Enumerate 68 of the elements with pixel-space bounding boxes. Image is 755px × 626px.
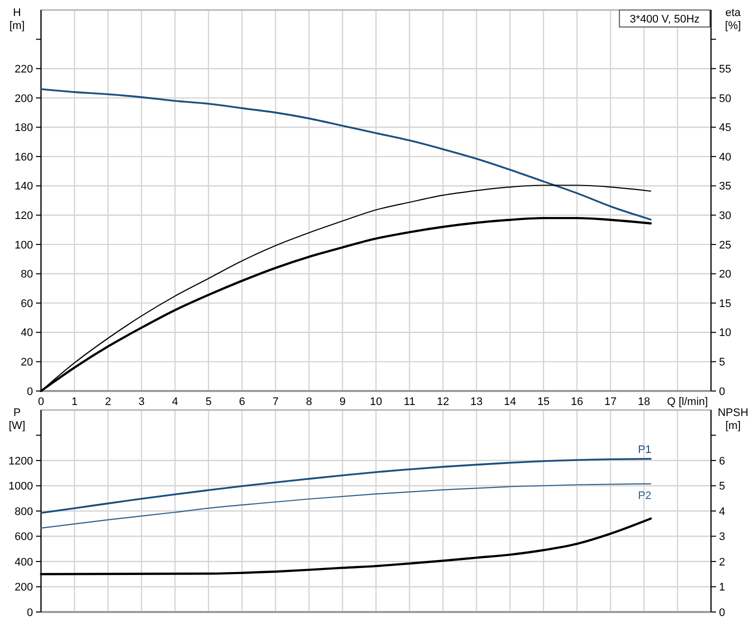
series-label: P2 — [638, 490, 652, 502]
y2-tick-label: 25 — [719, 239, 732, 252]
x-tick-label: 7 — [272, 396, 279, 408]
y-tick-label: 60 — [20, 298, 33, 310]
y2-tick-label: 0 — [719, 386, 726, 398]
x-tick-label: 12 — [436, 396, 450, 408]
x-tick-label: 5 — [205, 396, 212, 408]
y-tick-label: 1200 — [8, 455, 33, 468]
y-tick-label: 180 — [14, 122, 33, 134]
y2-tick-label: 40 — [719, 151, 732, 164]
y2-tick-label: 4 — [719, 506, 726, 518]
y-tick-label: 80 — [20, 268, 33, 281]
y-tick-label: 220 — [14, 63, 33, 76]
line-series — [40, 483, 652, 529]
y-tick-label: 100 — [14, 239, 33, 252]
y-tick-label: 600 — [14, 531, 33, 544]
x-tick-label: 0 — [38, 396, 44, 408]
y2-tick-label: 2 — [719, 556, 726, 568]
y2-tick-label: 6 — [719, 455, 726, 468]
y-tick-label: 1000 — [8, 480, 33, 493]
x-tick-label: 2 — [104, 396, 112, 408]
y-tick-label: 400 — [14, 556, 33, 568]
x-tick-label: 17 — [604, 396, 617, 408]
y2-tick-label: 10 — [719, 327, 732, 340]
x-tick-label: 4 — [172, 396, 178, 408]
y2-axis-title: eta [%] — [725, 7, 742, 32]
y2-tick-label: 5 — [719, 356, 726, 369]
annotation: 3*400 V, 50Hz — [630, 14, 700, 26]
y-axis-title: H [m] — [9, 7, 25, 32]
x-axis-title: Q [l/min] — [667, 396, 708, 408]
y-tick-label: 120 — [14, 210, 33, 222]
y2-tick-label: 1 — [719, 582, 726, 594]
y2-tick-label: 35 — [719, 180, 732, 193]
y-tick-label: 140 — [14, 180, 33, 193]
x-tick-label: 3 — [138, 396, 145, 408]
y-tick-label: 0 — [26, 386, 33, 398]
y2-tick-label: 45 — [719, 122, 732, 134]
line-series — [40, 458, 652, 514]
x-tick-label: 9 — [339, 396, 346, 408]
y2-tick-label: 15 — [719, 298, 732, 310]
x-tick-label: 8 — [306, 396, 312, 408]
y-tick-label: 20 — [20, 356, 33, 369]
y2-tick-label: 55 — [719, 63, 732, 76]
y2-tick-label: 20 — [719, 268, 732, 281]
series-label: P1 — [638, 444, 652, 456]
y2-tick-label: 30 — [719, 210, 732, 222]
y-tick-label: 200 — [14, 92, 33, 105]
y-tick-label: 160 — [14, 151, 33, 164]
y2-tick-label: 5 — [719, 480, 726, 493]
y2-tick-label: 50 — [719, 92, 732, 105]
y2-tick-label: 0 — [719, 606, 726, 619]
x-tick-label: 13 — [470, 396, 483, 408]
x-tick-label: 15 — [537, 396, 550, 408]
x-tick-label: 18 — [638, 396, 650, 408]
x-tick-label: 14 — [504, 396, 516, 408]
x-tick-label: 11 — [404, 396, 416, 408]
x-tick-label: 1 — [71, 396, 78, 408]
x-tick-label: 16 — [570, 396, 584, 408]
x-tick-label: 6 — [238, 396, 246, 408]
y-tick-label: 200 — [14, 582, 33, 594]
x-tick-label: 10 — [370, 396, 382, 408]
y-tick-label: 0 — [26, 606, 33, 619]
line-series — [40, 88, 652, 220]
y-axis-title: P [W] — [8, 407, 26, 432]
y-tick-label: 40 — [20, 327, 33, 340]
y-tick-label: 800 — [14, 506, 33, 518]
y2-axis-title: NPSH [m] — [718, 407, 748, 432]
y2-tick-label: 3 — [719, 531, 726, 544]
